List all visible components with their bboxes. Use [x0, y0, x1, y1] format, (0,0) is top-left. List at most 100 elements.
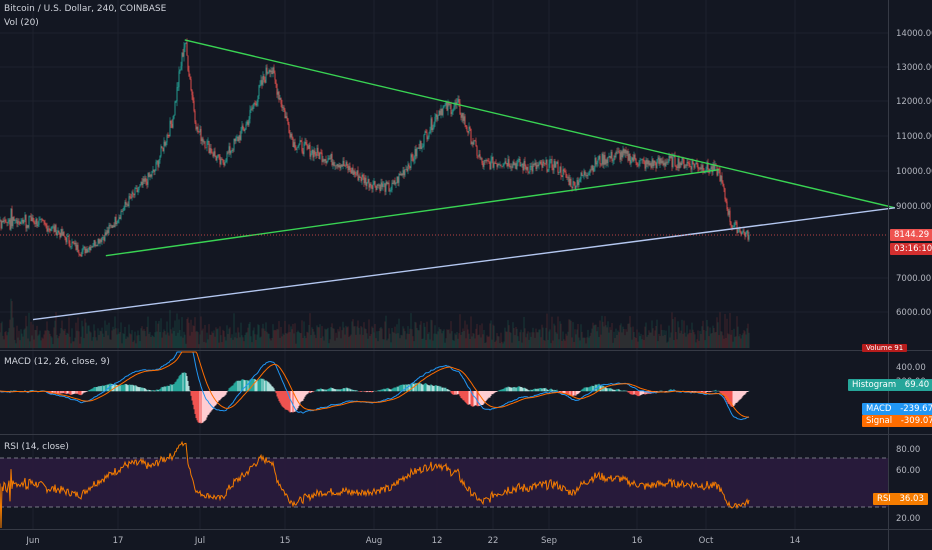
- volume-bar: [228, 328, 230, 348]
- volume-indicator-label[interactable]: Vol (20): [4, 18, 39, 28]
- macd-histogram-bar: [528, 390, 530, 392]
- candle-body: [431, 118, 433, 131]
- macd-histogram-bar: [118, 385, 120, 392]
- candle-body: [108, 225, 110, 233]
- candle-body: [370, 183, 372, 186]
- volume-bar: [746, 328, 748, 348]
- volume-bar: [242, 337, 244, 348]
- time-axis[interactable]: Jun 17 Jul 15 Aug 12 22 Sep 16 Oct 14: [25, 536, 800, 546]
- volume-bar: [306, 331, 308, 348]
- volume-bar: [71, 328, 73, 348]
- candle-body: [728, 210, 730, 215]
- candle-body: [479, 154, 481, 159]
- volume-bar: [128, 324, 130, 348]
- macd-histogram-bar: [586, 387, 588, 392]
- trendline-upper[interactable]: [184, 39, 896, 209]
- macd-histogram-bar: [547, 390, 549, 392]
- volume-bar: [49, 333, 51, 348]
- candle-body: [490, 159, 492, 170]
- macd-histogram-bar: [95, 386, 97, 392]
- volume-bar: [266, 331, 268, 348]
- volume-bar: [517, 336, 519, 348]
- volume-bar: [206, 332, 208, 348]
- volume-bar: [34, 329, 36, 348]
- candle-body: [138, 186, 140, 191]
- volume-bar: [161, 337, 163, 348]
- candle-body: [3, 219, 5, 223]
- macd-histogram-bar: [129, 384, 131, 392]
- volume-bar: [593, 325, 595, 348]
- candle-body: [205, 147, 207, 149]
- macd-histogram-bar: [247, 380, 249, 392]
- trendlines[interactable]: [32, 39, 896, 321]
- candle-body: [658, 157, 660, 164]
- macd-histogram-bar: [738, 391, 740, 401]
- macd-histogram-bar: [201, 391, 203, 424]
- macd-histogram-bar: [154, 390, 156, 392]
- candle-body: [647, 160, 649, 165]
- macd-histogram-bar: [514, 386, 516, 392]
- macd-histogram-bar: [705, 391, 707, 394]
- macd-histogram-bar: [265, 380, 267, 392]
- volume-bar: [180, 336, 182, 348]
- volume-bar: [202, 328, 204, 348]
- macd-histogram-bar: [733, 391, 735, 407]
- macd-histogram-bar: [564, 391, 566, 394]
- candle-body: [626, 150, 628, 154]
- macd-histogram-bar: [449, 390, 451, 392]
- volume-bar: [280, 327, 282, 348]
- volume-bar: [679, 333, 681, 348]
- candle-body: [289, 132, 291, 138]
- volume-bar: [499, 343, 501, 348]
- candle-body: [114, 216, 116, 227]
- candle-body: [606, 159, 608, 164]
- volume-bar: [367, 338, 369, 348]
- candle-body: [525, 165, 527, 170]
- candle-body: [633, 154, 635, 161]
- candle-body: [23, 219, 25, 224]
- macd-indicator-label[interactable]: MACD (12, 26, close, 9): [4, 357, 110, 367]
- volume-bar: [271, 337, 273, 348]
- candle-body: [128, 196, 130, 207]
- volume-bar: [351, 321, 353, 348]
- candle-body: [181, 52, 183, 67]
- candle-body: [462, 113, 464, 121]
- candle-body: [329, 158, 331, 159]
- macd-histogram-bar: [72, 391, 74, 395]
- macd-histogram-bar: [323, 389, 325, 392]
- volume-bar: [143, 328, 145, 348]
- rsi-indicator-label[interactable]: RSI (14, close): [4, 442, 69, 452]
- trendline-long-term-support[interactable]: [32, 207, 896, 321]
- macd-histogram-bar: [144, 388, 146, 392]
- macd-histogram-bar: [393, 387, 395, 392]
- macd-histogram-bar: [458, 391, 460, 395]
- candle-body: [506, 163, 508, 167]
- macd-histogram-bar: [79, 391, 81, 395]
- symbol-title[interactable]: Bitcoin / U.S. Dollar, 240, COINBASE: [4, 4, 167, 14]
- macd-histogram-bar: [526, 388, 528, 392]
- candle-body: [509, 165, 511, 168]
- volume-bar: [384, 321, 386, 348]
- volume-bar: [703, 330, 705, 348]
- candle-body: [650, 163, 652, 168]
- trendline-lower[interactable]: [105, 168, 720, 257]
- price-axis[interactable]: 14000.0013000.0012000.0011000.0010000.00…: [896, 29, 932, 318]
- macd-histogram-bar: [443, 387, 445, 392]
- macd-histogram-bar: [471, 391, 473, 407]
- candle-body: [717, 168, 719, 176]
- volume-bar: [218, 342, 220, 348]
- candle-body: [404, 169, 406, 176]
- candle-body: [678, 158, 680, 169]
- macd-histogram-bar: [550, 388, 552, 392]
- macd-histogram-bar: [540, 387, 542, 392]
- candle-body: [232, 149, 234, 151]
- macd-histogram-bar: [167, 385, 169, 392]
- macd-histogram-bar: [581, 389, 583, 392]
- candle-body: [666, 161, 668, 163]
- price-axis-tick: 11000.00: [896, 132, 932, 142]
- volume-bar: [217, 328, 219, 348]
- volume-bar: [252, 330, 254, 348]
